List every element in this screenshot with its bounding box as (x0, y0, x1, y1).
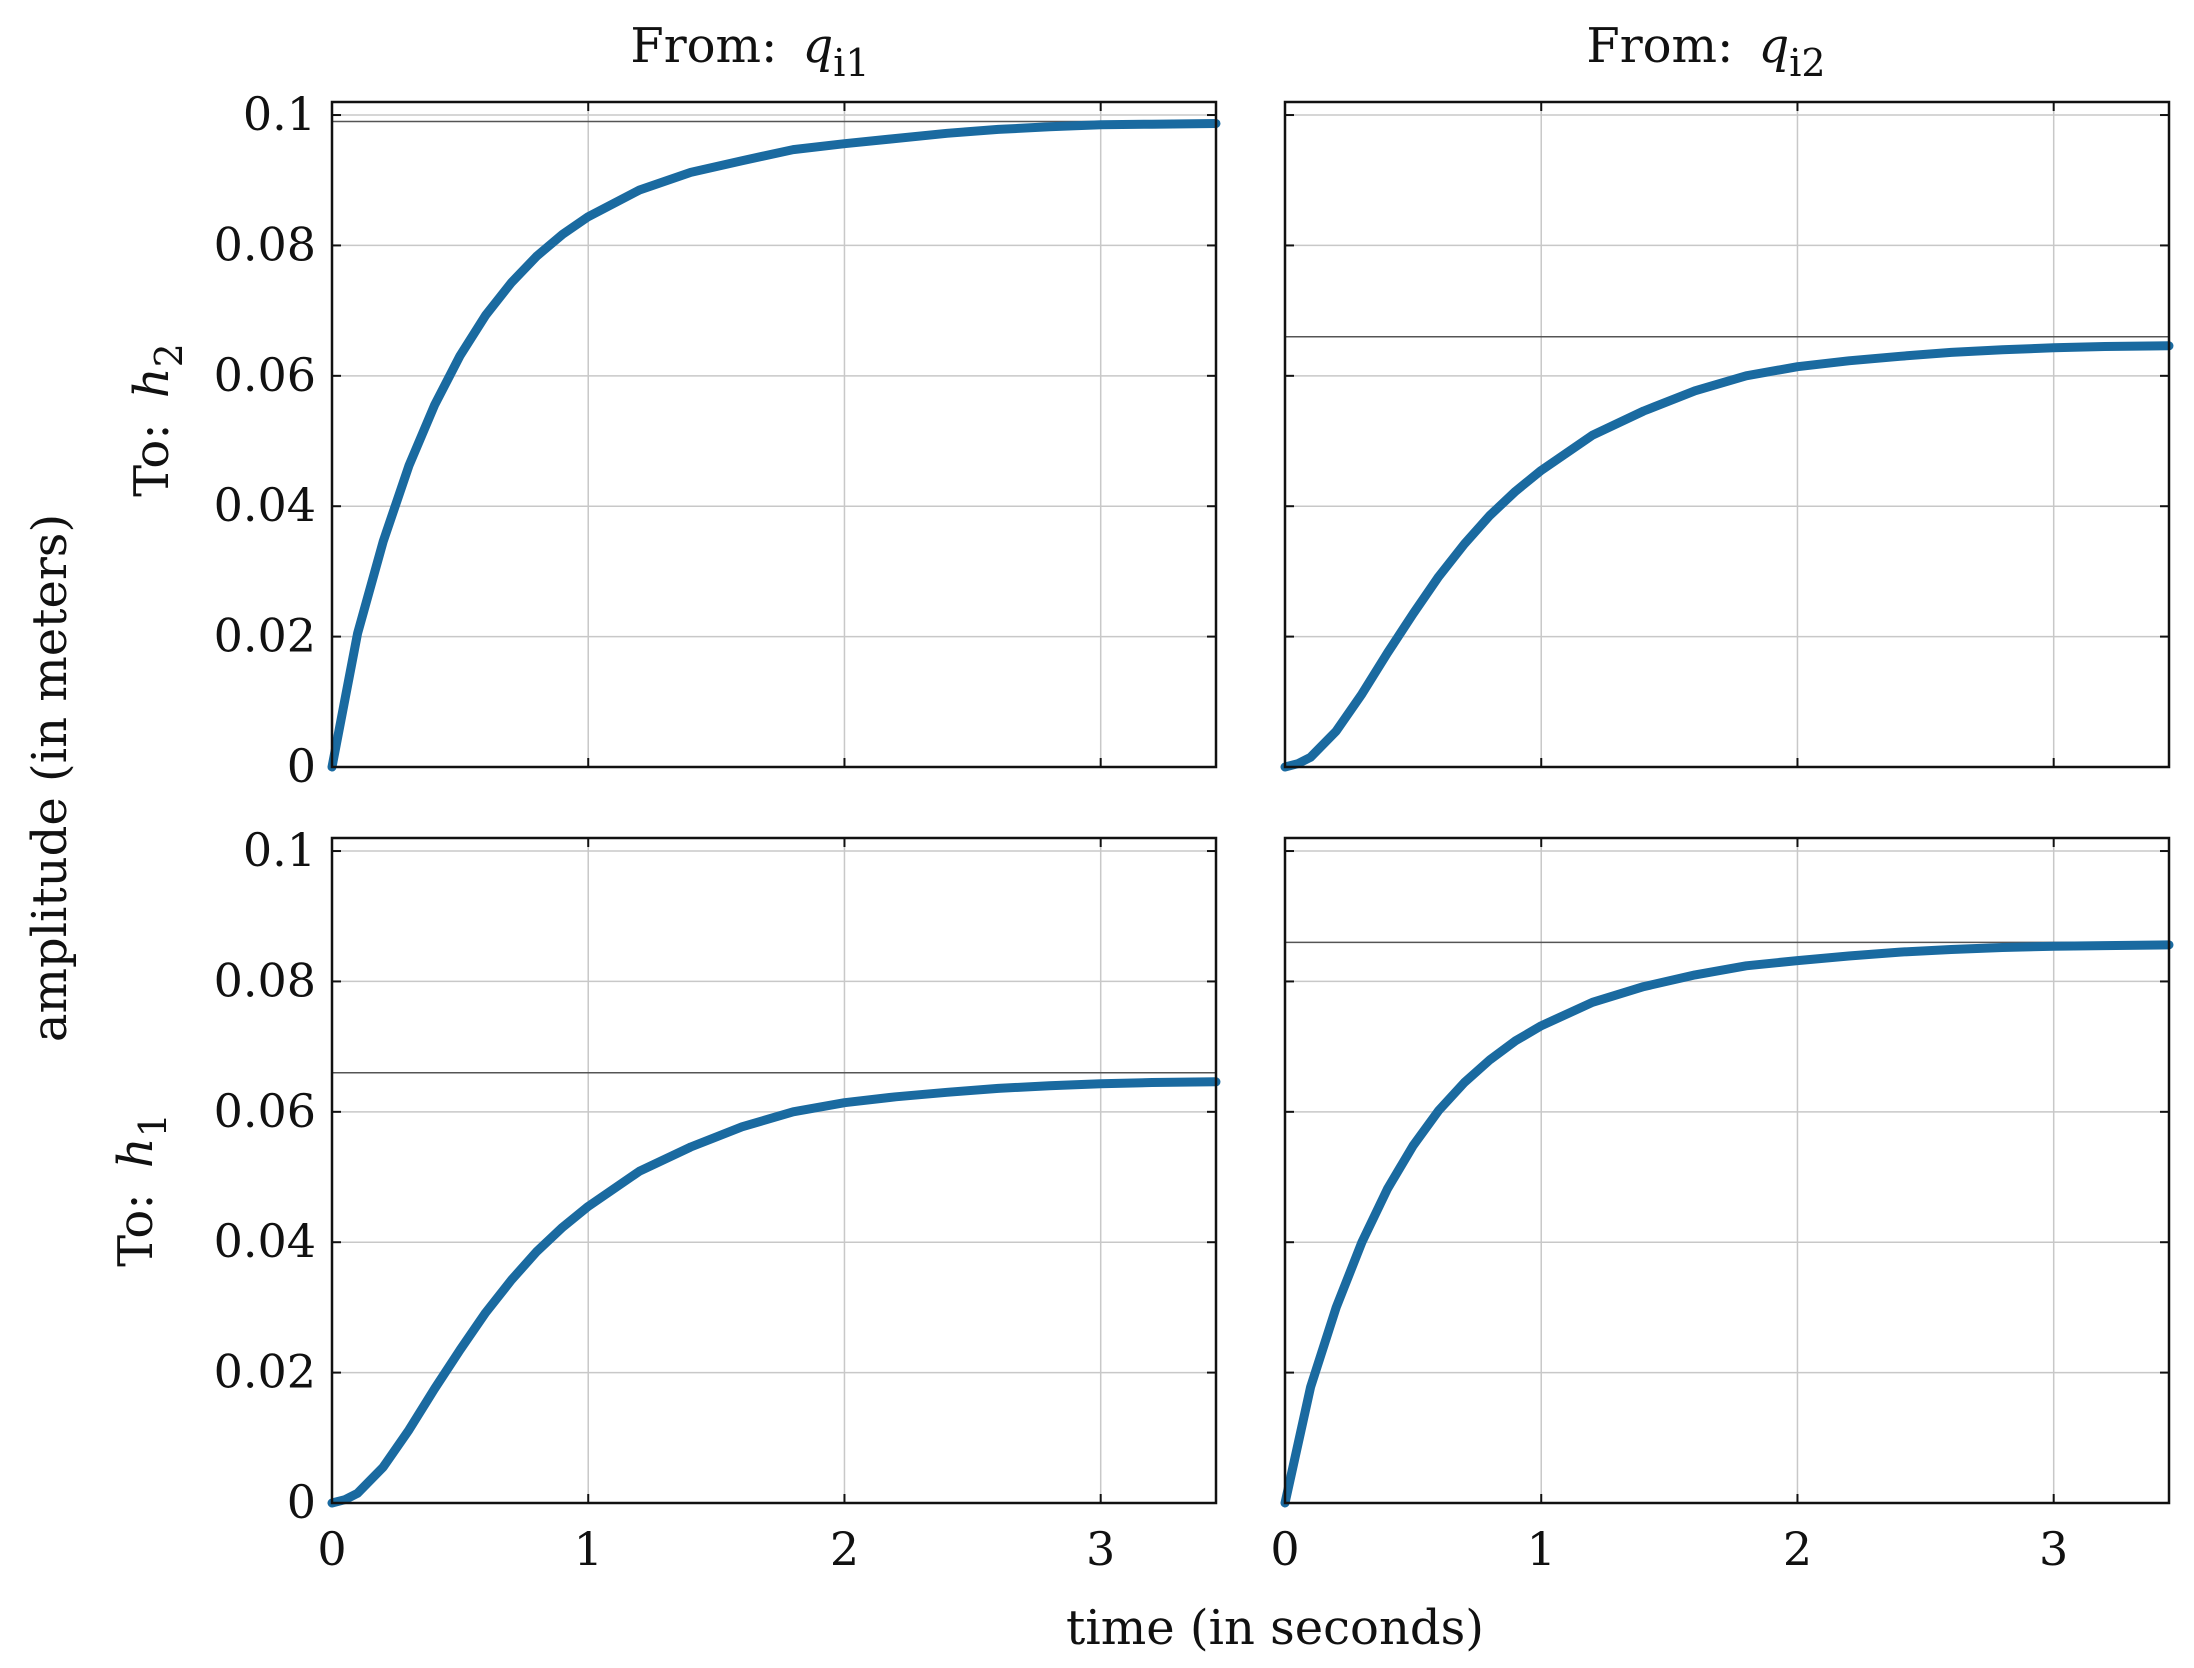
y-tick-label: 0.1 (243, 823, 316, 877)
x-tick-label: 1 (1527, 1522, 1556, 1576)
y-tick-label: 0.02 (214, 609, 316, 663)
response-curve (327, 119, 1221, 772)
y-tick-label: 0.04 (214, 478, 316, 532)
x-tick-label: 0 (317, 1522, 346, 1576)
x-tick-label: 3 (1086, 1522, 1115, 1576)
x-tick-label: 2 (830, 1522, 859, 1576)
y-axis-title: amplitude (in meters) (22, 514, 78, 1042)
response-curve (1280, 341, 2174, 772)
x-tick-label: 3 (2039, 1522, 2068, 1576)
subplot-grid: 0 0.02 0.04 0.06 0.08 0.1 0 0.02 0.04 0.06 0.08 0.1… (214, 87, 2174, 1576)
subplot-2 (1280, 100, 2174, 772)
y-tick-label: 0.04 (214, 1214, 316, 1268)
subplot-3: 0 0.02 0.04 0.06 0.08 0.1 0 1 2 3 (214, 823, 1221, 1576)
axes-frame (330, 836, 1218, 1505)
column-title-1: From: qi1 (630, 18, 869, 85)
y-tick-label: 0.1 (243, 87, 316, 141)
x-tick-label: 0 (1270, 1522, 1299, 1576)
response-curve (327, 1077, 1221, 1508)
y-tick-label: 0.08 (214, 953, 316, 1007)
y-tick-label: 0 (287, 1475, 316, 1529)
axes-frame (1283, 836, 2171, 1505)
y-tick-label: 0.06 (214, 348, 316, 402)
subplot-1: 0 0.02 0.04 0.06 0.08 0.1 (214, 87, 1221, 793)
column-title-2: From: qi2 (1586, 18, 1825, 85)
x-tick-label: 1 (574, 1522, 603, 1576)
y-tick-label: 0 (287, 739, 316, 793)
x-axis-title: time (in seconds) (1066, 1600, 1484, 1656)
row-label-2: To: h1 (108, 1113, 175, 1267)
x-tick-label: 2 (1783, 1522, 1812, 1576)
axes-frame (1283, 100, 2171, 769)
row-label-1: To: h2 (124, 343, 191, 497)
subplot-4: 0 1 2 3 (1270, 836, 2174, 1576)
y-tick-label: 0.02 (214, 1345, 316, 1399)
axes-frame (330, 100, 1218, 769)
y-tick-label: 0.06 (214, 1084, 316, 1138)
response-curve (1280, 940, 2174, 1508)
y-tick-label: 0.08 (214, 217, 316, 271)
